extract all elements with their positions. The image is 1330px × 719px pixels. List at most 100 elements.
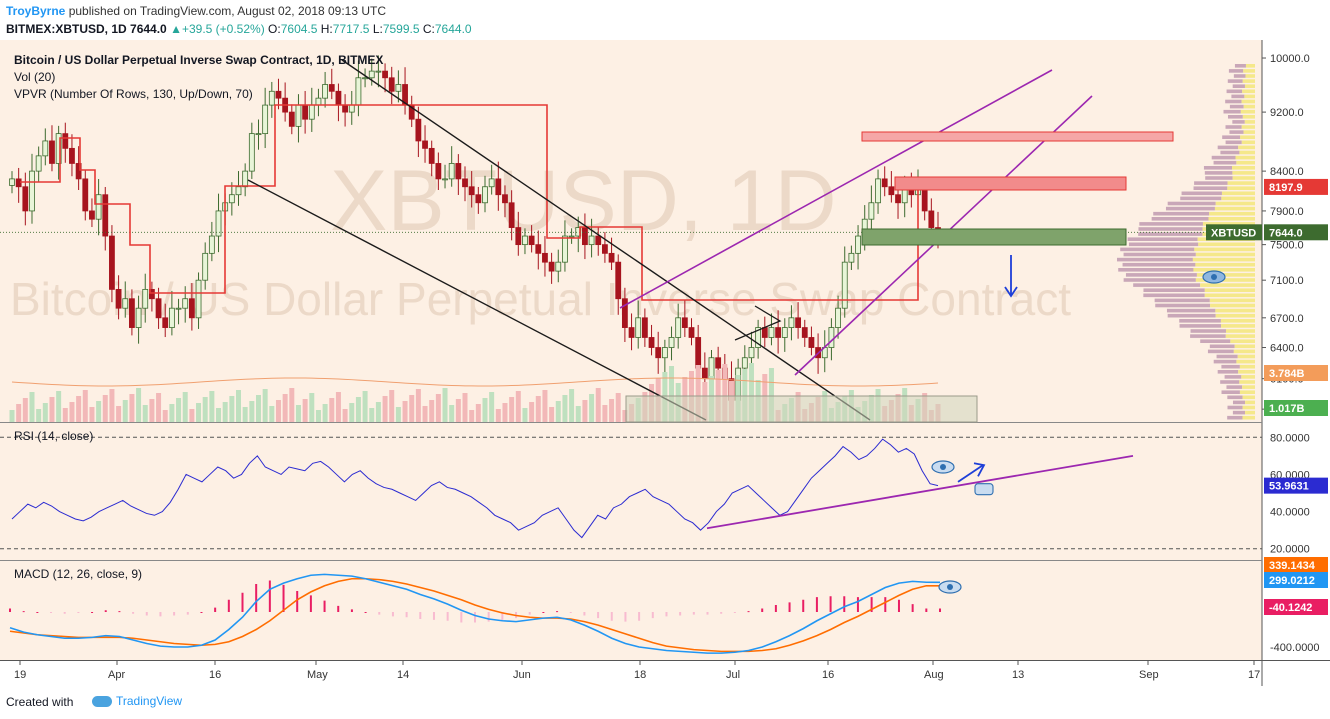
candle-body [382,70,388,79]
price-tick-label: 7900.0 [1270,206,1304,218]
candle-body [35,155,42,172]
volume-bar [609,399,615,422]
volume-bar [535,396,541,422]
candle-body [675,317,682,338]
vpvr-row-down [1227,415,1243,420]
volume-bar [102,395,108,422]
candle-body [115,288,122,309]
vpvr-row-down [1221,390,1240,394]
vpvr-row-up [1195,252,1255,257]
candle-body [641,317,648,338]
macd-histogram-bar [186,612,189,615]
vpvr-row-down [1207,349,1234,354]
vpvr-row-up [1242,89,1255,94]
vpvr-row-down [1190,334,1226,338]
volume-bar [462,393,468,422]
candle-body [468,186,475,196]
candle-body [89,210,95,220]
vpvr-row-up [1193,268,1255,272]
macd-histogram-bar [145,612,148,616]
vpvr-row-up [1208,217,1255,221]
macd-histogram-bar [556,611,559,613]
rsi-legend: RSI (14, close) [14,429,93,443]
candle-body [635,317,642,338]
price-axis-background [1262,40,1330,686]
volume-bar [315,410,321,422]
macd-histogram-bar [733,612,736,613]
last-price: 7644.0 [130,22,167,36]
macd-histogram-bar [132,612,135,614]
candle-body [109,235,115,290]
vpvr-row-down [1205,176,1233,180]
volume-bar [116,406,122,422]
macd-histogram-bar [405,612,408,618]
vpvr-row-down [1224,375,1242,379]
macd-histogram-bar [91,612,94,613]
tradingview-brand[interactable]: TradingView [92,694,182,708]
blue-down-arrow-head [1004,286,1018,298]
vpvr-row-down [1193,186,1228,190]
chart-title: Bitcoin / US Dollar Perpetual Inverse Sw… [14,53,383,67]
volume-bar [49,397,55,422]
candle-body [661,347,668,359]
volume-bar [42,403,48,422]
vpvr-row-down [1234,64,1246,68]
vpvr-row-down [1232,400,1246,405]
volume-ma-tag-bg [1264,365,1328,381]
candle-body [262,104,269,135]
macd-histogram-bar [747,611,750,613]
vpvr-row-down [1227,395,1243,400]
vpvr-row-up [1236,359,1255,364]
vpvr-row-up [1233,349,1255,354]
macd-histogram-bar [350,609,353,612]
macd-hist-tag: -40.1242 [1269,602,1312,614]
vpvr-row-up [1244,84,1255,88]
macd-histogram-bar [296,591,299,612]
candle-body [448,163,455,180]
candle-body [188,298,195,319]
vpvr-row-up [1202,222,1255,226]
channel-upper-line [341,59,871,421]
vpvr-row-down [1227,405,1243,410]
tradingview-link[interactable]: TradingView [116,694,183,708]
vpvr-row-down [1151,217,1209,221]
volume-bar [236,390,242,422]
author-link[interactable]: TroyByrne [6,4,66,18]
candle-body [55,133,62,164]
vpvr-row-down [1128,242,1199,247]
macd-histogram-bar [214,607,217,612]
volume-bar [469,410,475,422]
candle-body [322,84,329,99]
volume-bar [229,396,235,422]
candle-body [888,186,895,196]
vpvr-row-down [1166,308,1216,313]
vpvr-row-down [1217,145,1239,150]
red-level-tag-bg [1264,178,1328,195]
candle-body [715,357,722,369]
candle-body [375,70,382,73]
volume-ma-tag: 3.784B [1269,368,1305,380]
candle-body [562,235,568,263]
vpvr-row-up [1236,160,1255,165]
vpvr-row-down [1220,150,1240,155]
footer: Created with TradingView [0,686,1330,719]
macd-histogram-bar [9,608,11,612]
vpvr-row-up [1242,385,1255,389]
volume-highlight-box [625,395,978,423]
vpvr-row-up [1194,247,1255,252]
volume-bar [435,394,441,422]
volume-bar [622,410,628,422]
volume-bar [202,397,208,422]
macd-histogram-bar [829,596,832,612]
vpvr-row-up [1232,166,1255,170]
volume-bar [549,407,555,422]
candle-body [315,97,322,106]
candle-body [568,235,575,238]
vpvr-row-up [1240,109,1255,114]
vpvr-row-down [1232,410,1246,415]
candle-body [155,298,162,319]
close-value: 7644.0 [434,22,472,36]
volume-tag-bg [1264,400,1328,416]
vpvr-row-down [1204,171,1233,175]
